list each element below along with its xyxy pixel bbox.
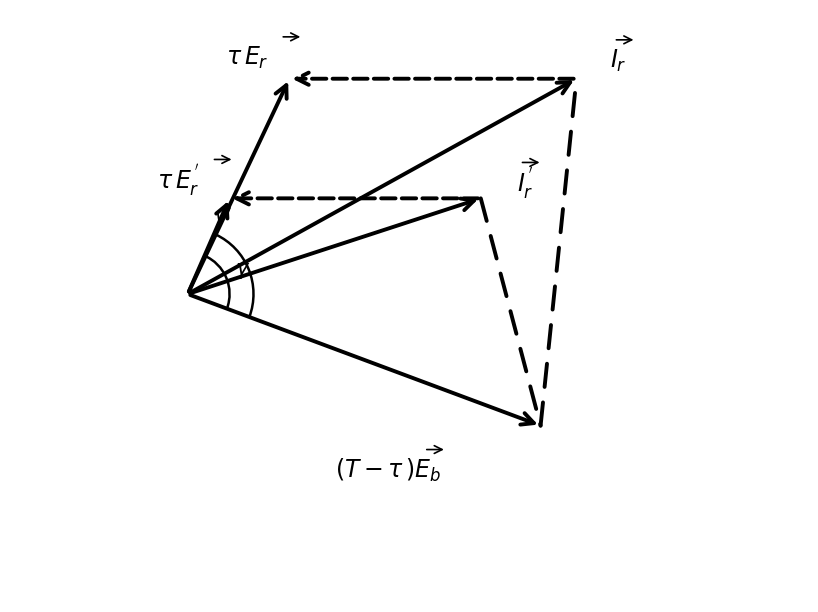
Text: $\tau \, E_r$: $\tau \, E_r$	[227, 45, 269, 71]
Text: $\gamma$: $\gamma$	[235, 261, 250, 281]
Text: $\gamma'$: $\gamma'$	[213, 205, 232, 231]
Text: $I_r^{\,'}$: $I_r^{\,'}$	[517, 165, 534, 201]
Text: $(T - \tau \, ) E_b$: $(T - \tau \, ) E_b$	[335, 457, 442, 484]
Text: $\tau \, E_r^{\,'} $: $\tau \, E_r^{\,'} $	[157, 162, 200, 198]
Text: $I_r$: $I_r$	[610, 48, 627, 74]
